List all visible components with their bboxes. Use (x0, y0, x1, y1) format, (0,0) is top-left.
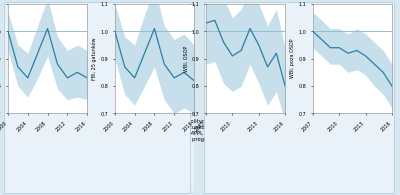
Text: Ryc. 4.4.: Ryc. 4.4. (206, 118, 232, 123)
Text: Zmiany wartości zagregowanego wskaźnika liczebności pospolitych ptaków krajobraz: Zmiany wartości zagregowanego wskaźnika … (28, 118, 390, 142)
Y-axis label: FBI, 25 gatunków: FBI, 25 gatunków (92, 37, 97, 80)
Text: Ryc. 4.1.: Ryc. 4.1. (8, 118, 34, 123)
Y-axis label: WBI, poza OSOP: WBI, poza OSOP (290, 39, 295, 78)
Y-axis label: WBI, OSOP: WBI, OSOP (184, 46, 188, 72)
Text: Zmiany wartości zagregowanego wskaźnika liczebności ptaków terenów podmokłych (W: Zmiany wartości zagregowanego wskaźnika … (226, 118, 395, 136)
